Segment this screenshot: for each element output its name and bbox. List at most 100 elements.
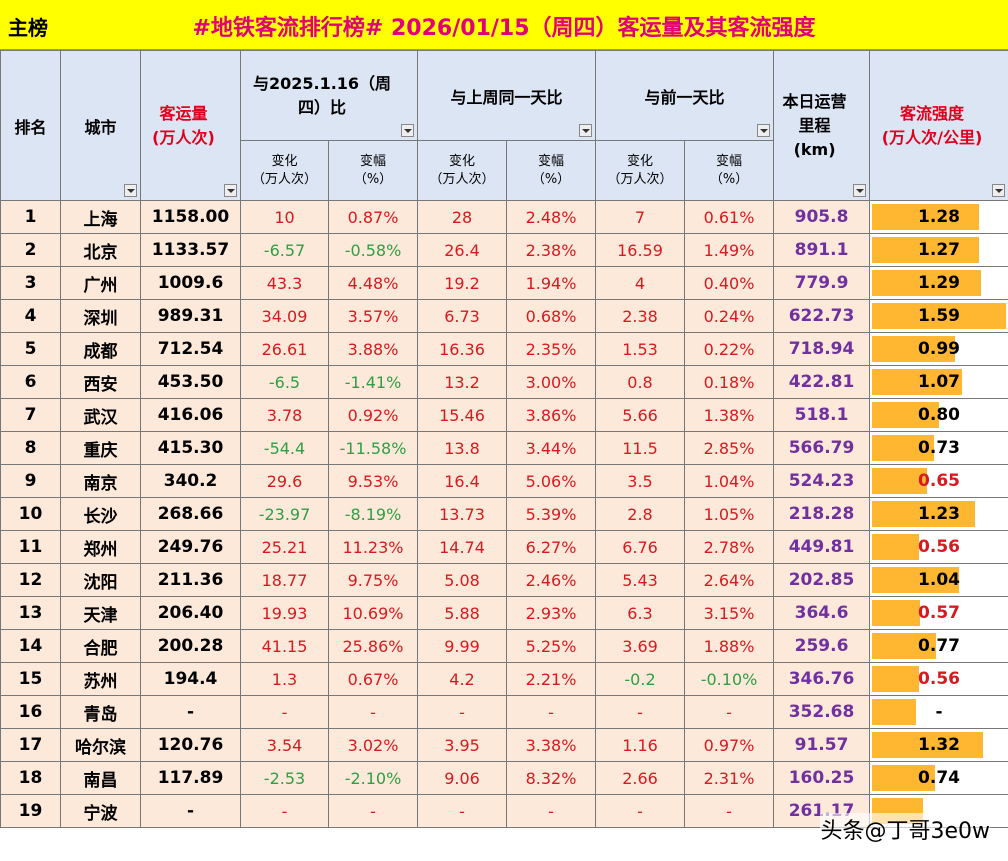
row-volume: 1133.57	[140, 233, 241, 267]
row-volume: 416.06	[140, 398, 241, 432]
row-wow-pct: 5.06%	[505, 464, 597, 498]
intensity-value: -	[935, 702, 943, 722]
title-bar: 主榜 #地铁客流排行榜# 2026/01/15（周四）客运量及其客流强度	[0, 0, 1008, 50]
row-volume: 249.76	[140, 530, 241, 564]
table-row: 3 广州 1009.6 43.3 4.48% 19.2 1.94% 4 0.40% 779.9 1.…	[0, 266, 1008, 300]
row-yoy-change: 19.93	[240, 596, 329, 630]
row-mileage: 718.94	[773, 332, 871, 366]
intensity-value: 0.74	[918, 768, 960, 788]
subheader-yoy-change: 变化 （万人次）	[240, 140, 329, 201]
row-rank: 6	[0, 365, 61, 399]
row-dod-change: 2.8	[595, 497, 686, 531]
row-intensity: 0.56	[869, 662, 1008, 696]
row-mileage: 622.73	[773, 299, 871, 333]
row-dod-change: 2.66	[595, 761, 686, 795]
row-yoy-change: 3.54	[240, 728, 329, 762]
row-mileage: 905.8	[773, 200, 871, 234]
row-yoy-change: 18.77	[240, 563, 329, 597]
row-yoy-pct: 9.75%	[328, 563, 418, 597]
row-yoy-change: -6.5	[240, 365, 329, 399]
table-row: 17 哈尔滨 120.76 3.54 3.02% 3.95 3.38% 1.16 0.97% 91…	[0, 728, 1008, 762]
table-body: 1 上海 1158.00 10 0.87% 28 2.48% 7 0.61% 905.8 1.28 2…	[0, 200, 1008, 828]
intensity-bar	[872, 732, 984, 758]
row-yoy-change: -6.57	[240, 233, 329, 267]
row-volume: -	[140, 695, 241, 729]
intensity-value: 0.80	[918, 405, 960, 425]
dod-filter-dropdown[interactable]	[757, 124, 771, 137]
header-wow: 与上周同一天比	[416, 50, 597, 141]
intensity-bar	[872, 270, 982, 296]
intensity-value: 1.23	[918, 504, 960, 524]
intensity-value: 0.99	[918, 339, 960, 359]
row-wow-change: -	[417, 794, 507, 828]
yoy-filter-dropdown[interactable]	[401, 124, 414, 137]
row-wow-change: 5.08	[417, 563, 507, 597]
row-mileage: 346.76	[773, 662, 871, 696]
row-yoy-change: 26.61	[240, 332, 329, 366]
row-wow-pct: 2.38%	[505, 233, 597, 267]
row-dod-change: 1.53	[595, 332, 686, 366]
row-dod-change: -0.2	[595, 662, 686, 696]
row-wow-change: 6.73	[417, 299, 507, 333]
row-intensity: 0.99	[869, 332, 1008, 366]
row-yoy-pct: 25.86%	[328, 629, 418, 663]
row-yoy-change: 1.3	[240, 662, 329, 696]
table-row: 18 南昌 117.89 -2.53 -2.10% 9.06 8.32% 2.66 2.31% 1…	[0, 761, 1008, 795]
table-row: 1 上海 1158.00 10 0.87% 28 2.48% 7 0.61% 905.8 1.28	[0, 200, 1008, 234]
row-mileage: 259.6	[773, 629, 871, 663]
row-rank: 17	[0, 728, 61, 762]
row-wow-change: 15.46	[417, 398, 507, 432]
row-yoy-pct: -1.41%	[328, 365, 418, 399]
row-volume: 453.50	[140, 365, 241, 399]
row-wow-change: 13.2	[417, 365, 507, 399]
row-city: 西安	[60, 365, 141, 399]
city-filter-dropdown[interactable]	[124, 184, 137, 197]
row-dod-change: 11.5	[595, 431, 686, 465]
row-dod-change: 1.16	[595, 728, 686, 762]
table-row: 6 西安 453.50 -6.5 -1.41% 13.2 3.00% 0.8 0.18% 422.…	[0, 365, 1008, 399]
row-rank: 19	[0, 794, 61, 828]
table-row: 4 深圳 989.31 34.09 3.57% 6.73 0.68% 2.38 0.24% 622…	[0, 299, 1008, 333]
intensity-bar	[872, 699, 917, 725]
intensity-bar	[872, 468, 928, 494]
row-city: 成都	[60, 332, 141, 366]
row-rank: 3	[0, 266, 61, 300]
row-volume: 1009.6	[140, 266, 241, 300]
row-dod-pct: 1.38%	[684, 398, 775, 432]
row-mileage: 566.79	[773, 431, 871, 465]
row-volume: 989.31	[140, 299, 241, 333]
main-list-label: 主榜	[8, 16, 48, 40]
row-city: 宁波	[60, 794, 141, 828]
row-intensity: 1.23	[869, 497, 1008, 531]
row-mileage: 779.9	[773, 266, 871, 300]
intensity-filter-dropdown[interactable]	[992, 184, 1006, 197]
header-yoy: 与2025.1.16（周四）比	[240, 50, 418, 141]
row-dod-pct: 0.61%	[684, 200, 775, 234]
mileage-filter-dropdown[interactable]	[853, 184, 867, 197]
row-intensity: 1.32	[869, 728, 1008, 762]
volume-filter-dropdown[interactable]	[224, 184, 237, 197]
row-yoy-change: 3.78	[240, 398, 329, 432]
row-wow-change: 4.2	[417, 662, 507, 696]
row-dod-change: 2.38	[595, 299, 686, 333]
row-wow-pct: 2.46%	[505, 563, 597, 597]
row-mileage: 202.85	[773, 563, 871, 597]
wow-filter-dropdown[interactable]	[579, 124, 593, 137]
row-volume: 712.54	[140, 332, 241, 366]
header-city: 城市	[60, 50, 141, 201]
row-city: 南昌	[60, 761, 141, 795]
intensity-bar	[872, 402, 940, 428]
row-intensity: 1.07	[869, 365, 1008, 399]
row-volume: 415.30	[140, 431, 241, 465]
row-city: 南京	[60, 464, 141, 498]
row-city: 北京	[60, 233, 141, 267]
intensity-bar	[872, 765, 936, 791]
row-rank: 18	[0, 761, 61, 795]
row-wow-pct: 3.00%	[505, 365, 597, 399]
row-wow-pct: 3.44%	[505, 431, 597, 465]
row-volume: 194.4	[140, 662, 241, 696]
intensity-bar	[872, 633, 937, 659]
row-dod-change: -	[595, 695, 686, 729]
row-wow-change: 13.8	[417, 431, 507, 465]
subheader-dod-change: 变化 （万人次）	[595, 140, 686, 201]
